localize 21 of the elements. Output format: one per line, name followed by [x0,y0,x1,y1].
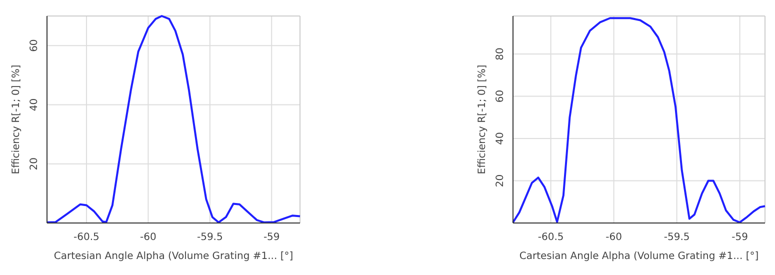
y-tick-label: 20 [495,174,506,188]
x-tick-label: -60.5 [538,232,564,243]
y-tick-label: 60 [495,90,506,103]
x-tick-label: -60.5 [74,232,100,243]
y-tick-label: 80 [495,48,506,60]
y-tick-label: 40 [495,132,506,145]
y-tick-label: 60 [29,39,40,52]
x-axis-title: Cartesian Angle Alpha (Volume Grating #1... [°] [54,251,294,262]
line-series [46,15,301,224]
x-tick-label: -60 [606,232,622,243]
x-axis-title: Cartesian Angle Alpha (Volume Grating #1... [°] [519,251,759,262]
x-tick-label: -59.5 [664,232,690,243]
x-tick-label: -60 [140,232,156,243]
y-axis-title: Efficiency R[-1; 0] [%] [11,64,22,174]
x-tick-label: -59 [732,232,748,243]
y-tick-label: 40 [29,98,40,112]
x-tick-label: -59.5 [196,232,223,243]
y-tick-label: 20 [29,157,40,170]
x-tick-label: -59 [263,232,280,243]
line-series [512,17,766,224]
y-axis-title: Efficiency R[-1; 0] [%] [477,64,488,174]
